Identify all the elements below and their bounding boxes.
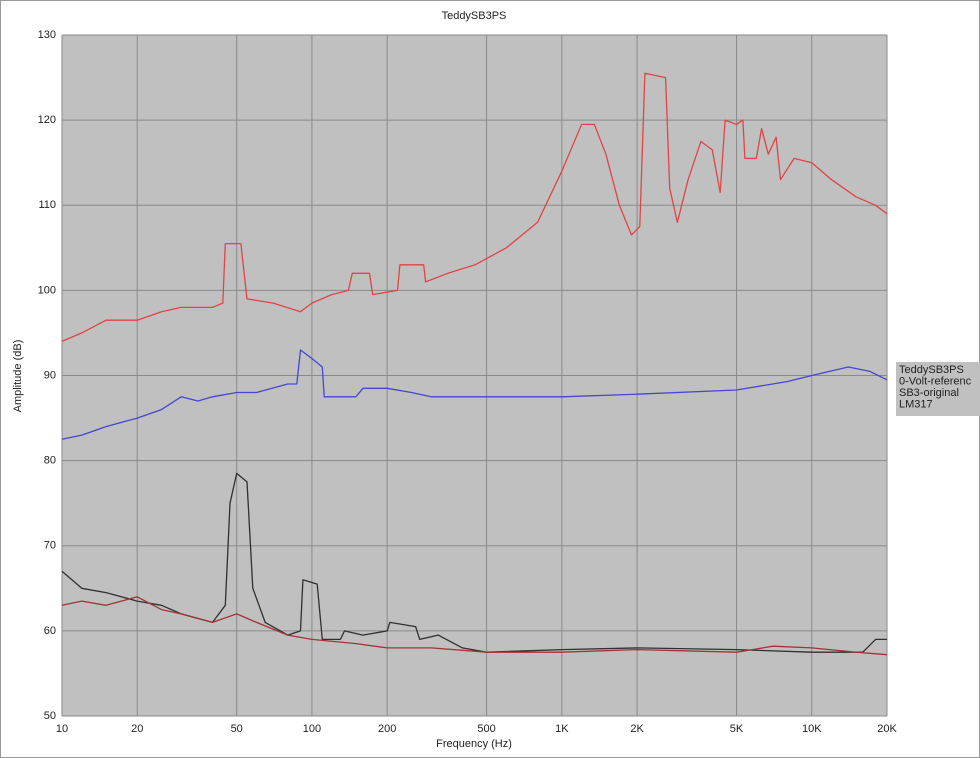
- y-tick-label: 120: [38, 114, 56, 126]
- y-tick-label: 100: [38, 284, 56, 296]
- x-tick-label: 500: [477, 723, 495, 735]
- legend-box: [896, 362, 980, 416]
- x-axis-label: Frequency (Hz): [436, 738, 512, 750]
- x-tick-label: 200: [378, 723, 396, 735]
- y-tick-label: 80: [44, 455, 56, 467]
- legend-entry: SB3-original: [899, 387, 959, 399]
- legend-entry: TeddySB3PS: [899, 364, 964, 376]
- y-tick-label: 110: [38, 199, 56, 211]
- legend-entry: LM317: [899, 398, 933, 410]
- x-tick-label: 50: [231, 723, 243, 735]
- y-tick-label: 50: [44, 710, 56, 722]
- y-tick-label: 60: [44, 625, 56, 637]
- x-tick-label: 1K: [555, 723, 569, 735]
- chart-title: TeddySB3PS: [442, 10, 507, 22]
- x-tick-label: 10: [56, 723, 68, 735]
- legend: TeddySB3PS0-Volt-referencSB3-originalLM3…: [896, 362, 980, 416]
- x-tick-label: 100: [303, 723, 321, 735]
- y-tick-label: 130: [38, 29, 56, 41]
- x-tick-label: 10K: [802, 723, 822, 735]
- y-axis-label: Amplitude (dB): [12, 340, 24, 413]
- series-line: [61, 596, 888, 656]
- legend-entry: 0-Volt-referenc: [899, 375, 972, 387]
- y-tick-label: 90: [44, 369, 56, 381]
- series-line: [61, 349, 888, 440]
- x-tick-label: 20: [131, 723, 143, 735]
- x-tick-label: 2K: [630, 723, 644, 735]
- grid: 50 60 70 80 90 100 110 120 130 10 20 50 100 200 500 1K 2…: [38, 29, 898, 735]
- x-tick-label: 20K: [877, 723, 897, 735]
- x-tick-label: 5K: [730, 723, 744, 735]
- lines: [61, 72, 888, 656]
- y-tick-label: 70: [44, 540, 56, 552]
- series-line: [61, 72, 888, 342]
